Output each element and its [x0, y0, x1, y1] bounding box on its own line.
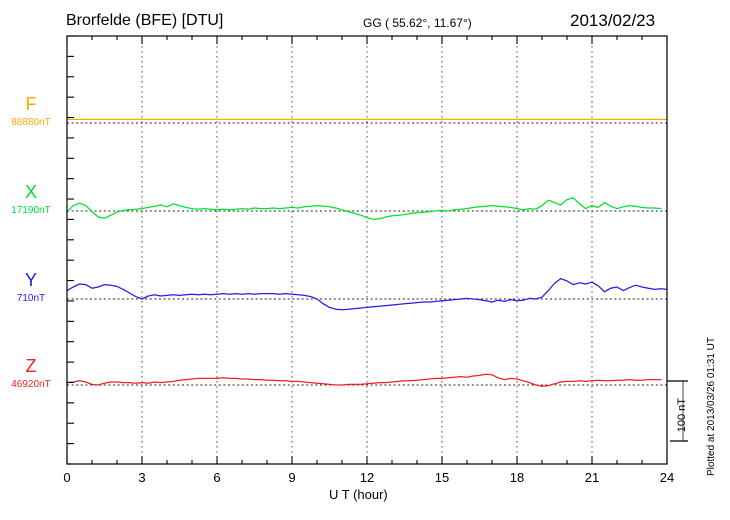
component-label-Z: Z 46920nT [2, 357, 60, 390]
component-baseline-Y: 710nT [16, 293, 46, 304]
x-tick-label-6: 6 [213, 470, 221, 485]
plot-frame [66, 35, 668, 465]
baseline-layer [67, 122, 667, 386]
component-label-X: X 17190nT [2, 183, 60, 216]
component-letter-Z: Z [25, 356, 37, 376]
component-baseline-F: 88880nT [11, 117, 51, 128]
grid-layer [141, 36, 593, 464]
x-tick-label-0: 0 [63, 470, 71, 485]
component-letter-F: F [25, 94, 37, 114]
trace-layer [66, 118, 668, 387]
x-tick-label-21: 21 [584, 470, 600, 485]
trace-X [66, 197, 662, 221]
plot-border [66, 35, 668, 465]
component-letter-Y: Y [24, 270, 37, 290]
x-tick-label-9: 9 [288, 470, 296, 485]
x-tick-label-24: 24 [659, 470, 675, 485]
trace-Z [66, 373, 662, 387]
x-tick-label-18: 18 [509, 470, 525, 485]
scale-bar [667, 380, 688, 442]
observation-date-label: 2013/02/23 [570, 11, 656, 30]
station-title: Brorfelde (BFE) [DTU] [66, 12, 224, 29]
component-baseline-Z: 46920nT [11, 379, 51, 390]
component-label-F: F 88880nT [2, 95, 60, 128]
x-tick-label-3: 3 [138, 470, 146, 485]
plotted-timestamp: Plotted at 2013/03/26 01:31 UT [706, 337, 717, 476]
geographic-coordinates-label: GG ( 55.62°, 11.67°) [363, 16, 472, 30]
component-baseline-X: 17190nT [11, 205, 51, 216]
component-letter-X: X [24, 182, 37, 202]
x-axis-title: U T (hour) [329, 487, 388, 502]
x-tick-label-15: 15 [434, 470, 450, 485]
x-tick-label-12: 12 [359, 470, 375, 485]
trace-Y [66, 277, 668, 311]
scale-bar-label: 100 nT [676, 398, 688, 433]
component-label-Y: Y 710nT [2, 271, 60, 304]
